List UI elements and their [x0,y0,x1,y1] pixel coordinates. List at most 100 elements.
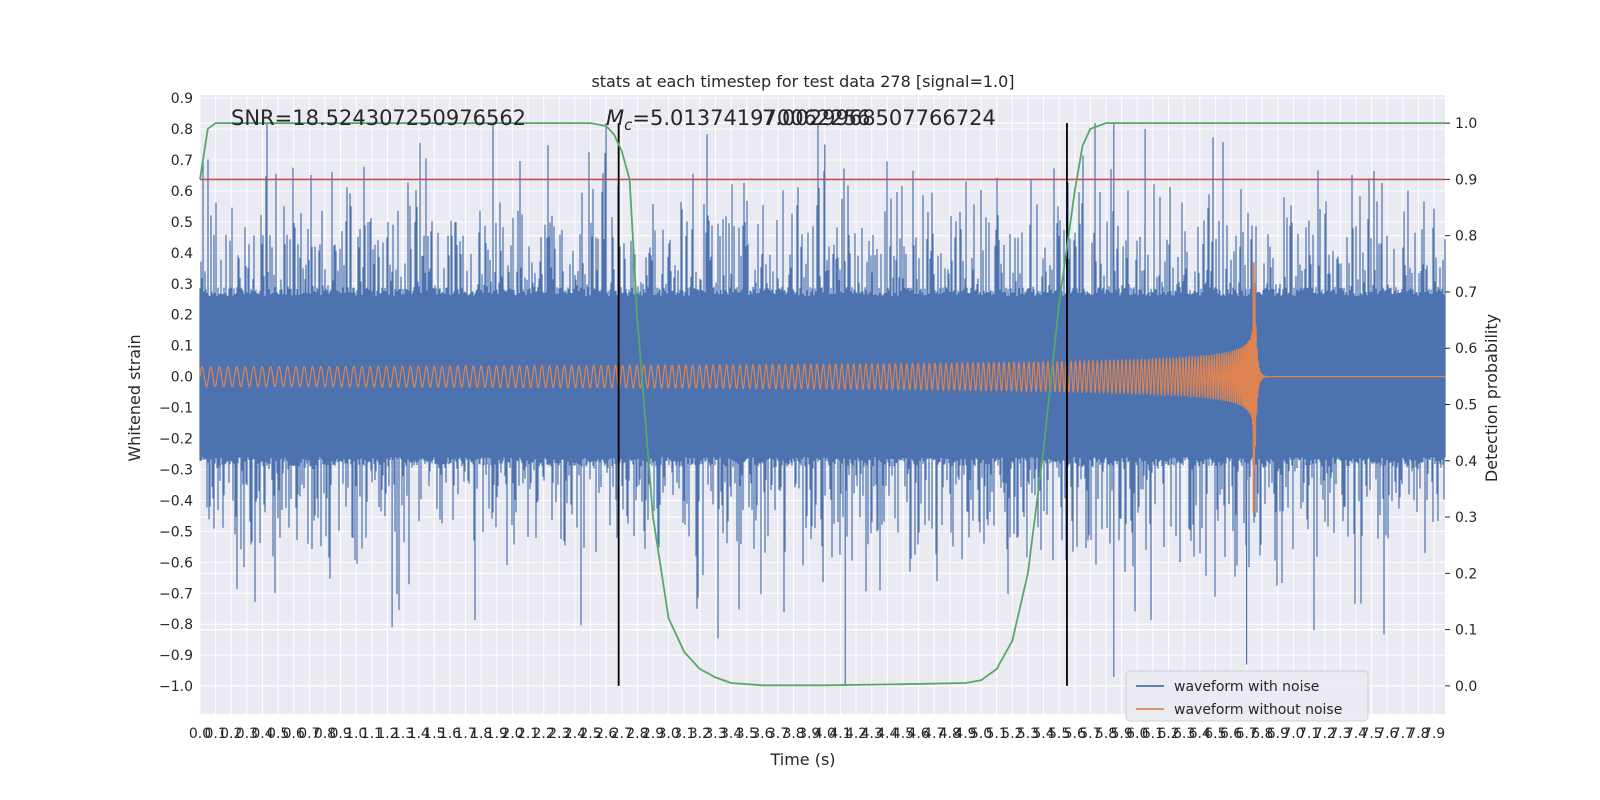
y-tick-label-left: −0.5 [159,524,193,540]
x-tick-label: 2.8 [626,726,648,742]
x-tick-label: 6.8 [1251,726,1273,742]
legend: waveform with noise waveform without nois… [1125,670,1369,722]
y-tick-label-left: −0.6 [159,555,193,571]
axes: 0.00.10.20.30.40.50.60.70.80.91.01.11.21… [159,91,1477,742]
x-tick-label: 4.9 [954,726,976,742]
x-tick-label: 5.7 [1079,726,1101,742]
x-tick-label: 4.2 [845,726,867,742]
chirp-mass-value: =5.013741970062256 [632,106,870,130]
x-tick-label: 0.3 [236,726,258,742]
x-tick-label: 2.0 [501,726,523,742]
x-tick-label: 3.7 [767,726,789,742]
x-tick-label: 1.3 [392,726,414,742]
y-tick-label-right: 0.3 [1455,510,1477,526]
x-tick-label: 3.2 [689,726,711,742]
y-axis-label-right: Detection probability [1482,314,1501,482]
x-tick-label: 5.0 [970,726,992,742]
x-tick-label: 0.7 [298,726,320,742]
x-tick-label: 0.2 [220,726,242,742]
x-tick-label: 1.1 [361,726,383,742]
y-tick-label-right: 0.7 [1455,285,1477,301]
y-tick-label-left: −0.1 [159,401,193,417]
legend-entry: waveform without noise [1174,702,1342,718]
markers [200,123,1445,686]
x-tick-label: 7.2 [1314,726,1336,742]
x-axis-label: Time (s) [769,750,835,769]
x-tick-label: 3.6 [751,726,773,742]
x-tick-label: 5.9 [1111,726,1133,742]
x-tick-label: 3.9 [798,726,820,742]
y-tick-label-left: 0.0 [171,370,193,386]
x-tick-label: 7.0 [1282,726,1304,742]
x-tick-label: 4.6 [907,726,929,742]
x-tick-label: 3.8 [782,726,804,742]
y-tick-label-left: −0.8 [159,617,193,633]
y-tick-label-left: −0.7 [159,586,193,602]
x-tick-label: 4.5 [892,726,914,742]
y-tick-label-right: 0.2 [1455,566,1477,582]
x-tick-label: 6.4 [1189,726,1211,742]
x-tick-label: 6.7 [1235,726,1257,742]
x-tick-label: 0.1 [204,726,226,742]
y-tick-label-right: 0.4 [1455,454,1477,470]
x-tick-label: 4.7 [923,726,945,742]
legend-entry: waveform with noise [1174,679,1319,695]
x-tick-label: 3.0 [657,726,679,742]
x-tick-label: 2.1 [517,726,539,742]
x-tick-label: 4.3 [861,726,883,742]
y-tick-label-left: 0.9 [171,91,193,107]
y-tick-label-left: 0.6 [171,184,193,200]
x-tick-label: 5.5 [1048,726,1070,742]
x-tick-label: 5.2 [1001,726,1023,742]
x-tick-label: 1.2 [376,726,398,742]
x-tick-label: 7.6 [1376,726,1398,742]
y-tick-label-left: 0.2 [171,308,193,324]
x-tick-label: 5.4 [1032,726,1054,742]
y-tick-label-left: 0.3 [171,277,193,293]
x-tick-label: 3.4 [720,726,742,742]
legend-box [1125,670,1369,722]
y-axis-label-left: Whitened strain [125,334,144,461]
x-tick-label: 1.9 [486,726,508,742]
x-tick-label: 1.5 [423,726,445,742]
x-tick-label: 2.7 [611,726,633,742]
y-tick-label-left: −0.4 [159,493,193,509]
x-tick-label: 2.6 [595,726,617,742]
x-tick-label: 1.7 [454,726,476,742]
y-tick-label-right: 0.0 [1455,679,1477,695]
chirp-mass-subscript: c [624,116,633,134]
x-tick-label: 7.8 [1407,726,1429,742]
x-tick-label: 7.7 [1392,726,1414,742]
x-tick-label: 6.0 [1126,726,1148,742]
x-tick-label: 1.6 [439,726,461,742]
snr-annotation: SNR=18.524307250976562 [231,106,526,130]
x-tick-label: 2.5 [579,726,601,742]
chirp-mass-annotation: Mc=5.013741970062256 [606,106,870,134]
overlap-annotation: 7.0029968507766724 [762,106,996,130]
labels: stats at each timestep for test data 278… [125,72,1501,769]
x-tick-label: 4.8 [939,726,961,742]
x-tick-label: 6.5 [1204,726,1226,742]
x-tick-label: 5.8 [1095,726,1117,742]
x-tick-label: 3.5 [736,726,758,742]
x-tick-label: 7.5 [1360,726,1382,742]
x-tick-label: 6.2 [1157,726,1179,742]
x-tick-label: 7.4 [1345,726,1367,742]
clean-waveform-path [199,282,1445,469]
y-tick-label-left: 0.1 [171,339,193,355]
y-tick-label-right: 1.0 [1455,116,1477,132]
y-tick-label-right: 0.6 [1455,341,1477,357]
x-tick-label: 0.8 [314,726,336,742]
x-tick-label: 1.4 [408,726,430,742]
series-detection-probability [199,122,1445,687]
x-tick-label: 5.1 [986,726,1008,742]
y-tick-label-left: −0.9 [159,648,193,664]
x-tick-label: 2.2 [533,726,555,742]
x-tick-label: 5.6 [1064,726,1086,742]
x-tick-label: 0.9 [329,726,351,742]
x-tick-label: 5.3 [1017,726,1039,742]
y-tick-label-left: −1.0 [159,679,193,695]
y-tick-label-left: −0.2 [159,432,193,448]
x-tick-label: 4.0 [814,726,836,742]
